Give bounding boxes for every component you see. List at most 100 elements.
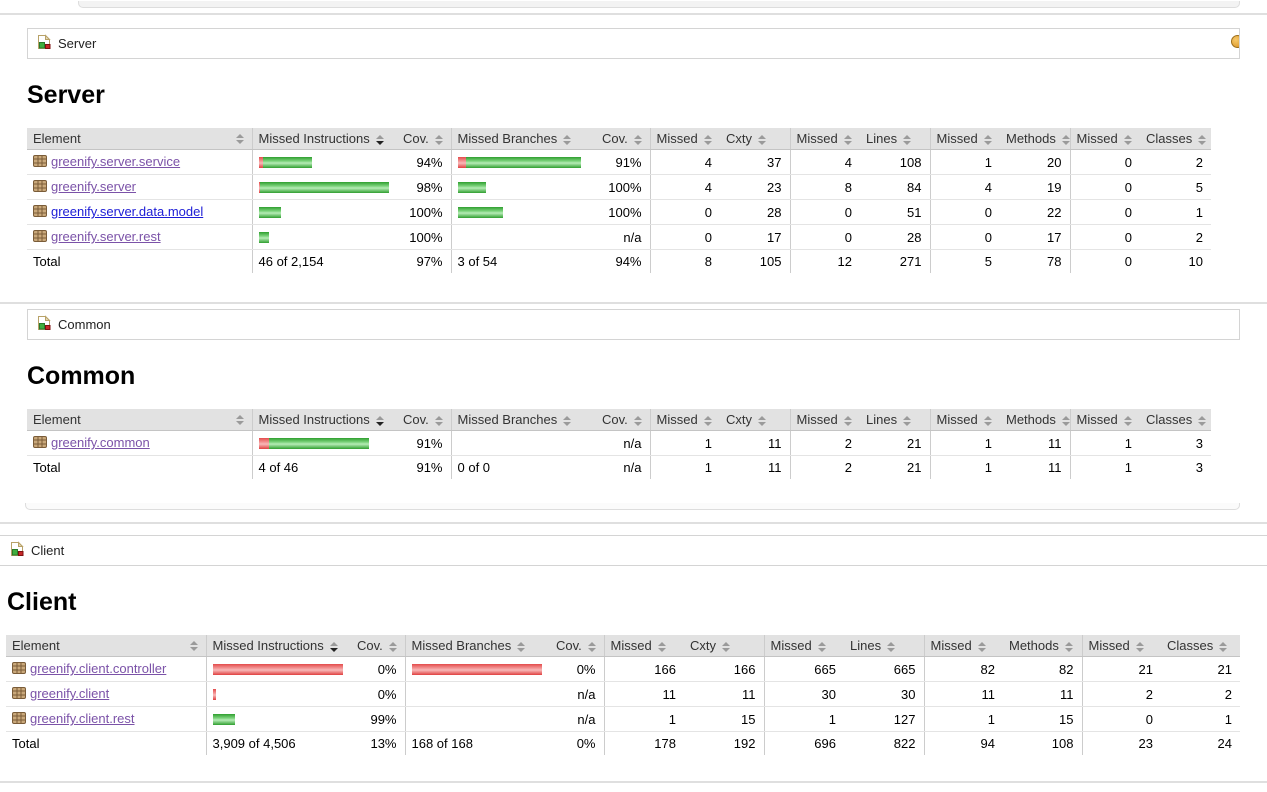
column-header-missed-9[interactable]: Missed: [923, 635, 1003, 657]
sort-icon[interactable]: [375, 134, 384, 145]
package-link[interactable]: greenify.server: [51, 179, 137, 194]
column-header-classes-12[interactable]: Classes: [1161, 635, 1240, 657]
column-header-methods-10[interactable]: Methods: [1000, 128, 1070, 150]
column-header-missed-instructions[interactable]: Missed Instructions: [251, 128, 397, 150]
sessions-icon[interactable]: [1231, 35, 1239, 48]
section-server: Server Server Element Missed Instructions Co…: [0, 28, 1267, 273]
package-link[interactable]: greenify.common: [51, 435, 150, 450]
column-header-cov[interactable]: Cov.: [397, 409, 451, 431]
column-header-cov[interactable]: Cov.: [351, 635, 405, 657]
column-header-missed-9[interactable]: Missed: [929, 128, 1000, 150]
sort-icon[interactable]: [817, 641, 826, 652]
sort-icon[interactable]: [329, 641, 338, 652]
column-header-missed-11[interactable]: Missed: [1069, 409, 1140, 431]
column-header-missed-5[interactable]: Missed: [603, 635, 684, 657]
sort-icon[interactable]: [189, 641, 198, 651]
column-header-missed-11[interactable]: Missed: [1069, 128, 1140, 150]
sort-icon[interactable]: [563, 134, 572, 145]
column-header-missed-instructions[interactable]: Missed Instructions: [205, 635, 351, 657]
package-link[interactable]: greenify.client.controller: [30, 661, 167, 676]
column-header-cov[interactable]: Cov.: [596, 409, 650, 431]
column-header-cxty-6[interactable]: Cxty: [684, 635, 764, 657]
column-header-element[interactable]: Element: [27, 128, 252, 150]
column-header-missed-branches[interactable]: Missed Branches: [450, 128, 596, 150]
sort-icon[interactable]: [1061, 134, 1070, 145]
column-header-element[interactable]: Element: [27, 409, 252, 431]
sort-icon[interactable]: [434, 134, 443, 145]
column-header-missed-instructions[interactable]: Missed Instructions: [251, 409, 397, 431]
sort-icon[interactable]: [843, 134, 852, 145]
total-value: 12: [789, 249, 860, 273]
sort-icon[interactable]: [903, 134, 912, 145]
sort-icon[interactable]: [434, 415, 443, 426]
column-header-classes-12[interactable]: Classes: [1140, 128, 1211, 150]
column-header-missed-5[interactable]: Missed: [649, 409, 720, 431]
column-header-cxty-6[interactable]: Cxty: [720, 128, 790, 150]
package-link[interactable]: greenify.server.service: [51, 154, 181, 169]
sort-icon[interactable]: [1198, 134, 1207, 145]
sort-up-arrow: [375, 415, 384, 420]
cell-branch-coverage: 91%: [596, 149, 650, 175]
sort-icon[interactable]: [887, 641, 896, 652]
column-header-lines-8[interactable]: Lines: [860, 128, 930, 150]
sort-down-arrow: [1123, 421, 1132, 426]
sort-icon[interactable]: [983, 134, 992, 145]
sort-up-arrow: [375, 134, 384, 139]
cell-instruction-coverage: 100%: [397, 199, 451, 225]
sort-icon[interactable]: [1064, 641, 1073, 652]
column-header-methods-10[interactable]: Methods: [1000, 409, 1070, 431]
sort-icon[interactable]: [587, 641, 596, 652]
column-header-missed-9[interactable]: Missed: [929, 409, 1000, 431]
column-header-missed-7[interactable]: Missed: [763, 635, 844, 657]
sort-icon[interactable]: [1061, 415, 1070, 426]
sort-icon[interactable]: [1135, 641, 1144, 652]
sort-icon[interactable]: [517, 641, 526, 652]
column-header-cov[interactable]: Cov.: [596, 128, 650, 150]
column-header-cov[interactable]: Cov.: [397, 128, 451, 150]
sort-icon[interactable]: [1123, 415, 1132, 426]
package-link[interactable]: greenify.server.data.model: [51, 204, 204, 219]
column-header-methods-10[interactable]: Methods: [1003, 635, 1082, 657]
sort-icon[interactable]: [758, 415, 766, 426]
table-total-row: Total 46 of 2,154 97% 3 of 54 94% 8 105 12 271 5 7…: [27, 249, 1211, 273]
column-header-classes-12[interactable]: Classes: [1140, 409, 1211, 431]
sort-icon[interactable]: [703, 415, 712, 426]
sort-icon[interactable]: [703, 134, 712, 145]
sort-icon[interactable]: [388, 641, 397, 652]
sort-icon[interactable]: [983, 415, 992, 426]
sort-icon[interactable]: [977, 641, 986, 652]
sort-icon[interactable]: [1123, 134, 1132, 145]
sort-down-arrow: [587, 647, 596, 652]
sort-icon[interactable]: [903, 415, 912, 426]
sort-icon[interactable]: [633, 415, 642, 426]
column-header-missed-11[interactable]: Missed: [1081, 635, 1161, 657]
sort-icon[interactable]: [1198, 415, 1207, 426]
sort-icon[interactable]: [563, 415, 572, 426]
sort-icon[interactable]: [375, 415, 384, 426]
column-header-cov[interactable]: Cov.: [550, 635, 604, 657]
sort-icon[interactable]: [235, 134, 244, 144]
sort-icon[interactable]: [235, 415, 244, 425]
column-header-lines-8[interactable]: Lines: [860, 409, 930, 431]
column-header-missed-7[interactable]: Missed: [789, 128, 860, 150]
column-header-missed-7[interactable]: Missed: [789, 409, 860, 431]
column-header-cxty-6[interactable]: Cxty: [720, 409, 790, 431]
package-link[interactable]: greenify.server.rest: [51, 229, 161, 244]
sort-down-arrow: [903, 421, 912, 426]
sort-icon[interactable]: [657, 641, 666, 652]
sort-icon[interactable]: [633, 134, 642, 145]
column-header-lines-8[interactable]: Lines: [844, 635, 924, 657]
column-header-missed-5[interactable]: Missed: [649, 128, 720, 150]
package-link[interactable]: greenify.client.rest: [30, 711, 135, 726]
sort-icon[interactable]: [843, 415, 852, 426]
cell-value: 0: [1069, 199, 1140, 225]
column-header-missed-branches[interactable]: Missed Branches: [404, 635, 550, 657]
sort-icon[interactable]: [1219, 641, 1228, 652]
package-link[interactable]: greenify.client: [30, 686, 110, 701]
sort-icon[interactable]: [758, 134, 766, 145]
cell-instruction-coverage: 0%: [351, 681, 405, 707]
column-header-missed-branches[interactable]: Missed Branches: [450, 409, 596, 431]
sort-icon[interactable]: [722, 641, 730, 652]
column-header-element[interactable]: Element: [6, 635, 206, 657]
cell-element: greenify.common: [27, 430, 252, 456]
